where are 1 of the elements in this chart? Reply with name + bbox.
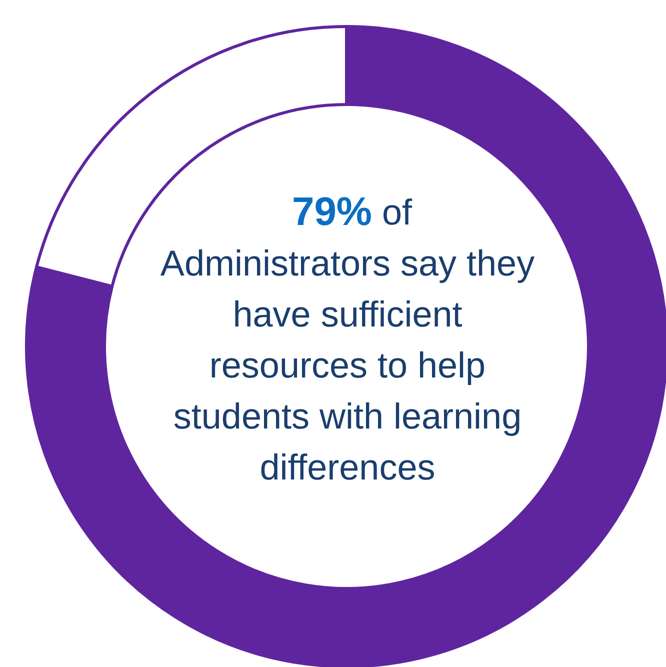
text: 79% of Administrators say they have sufficient resources to help students with learning differences bbox=[160, 190, 535, 488]
